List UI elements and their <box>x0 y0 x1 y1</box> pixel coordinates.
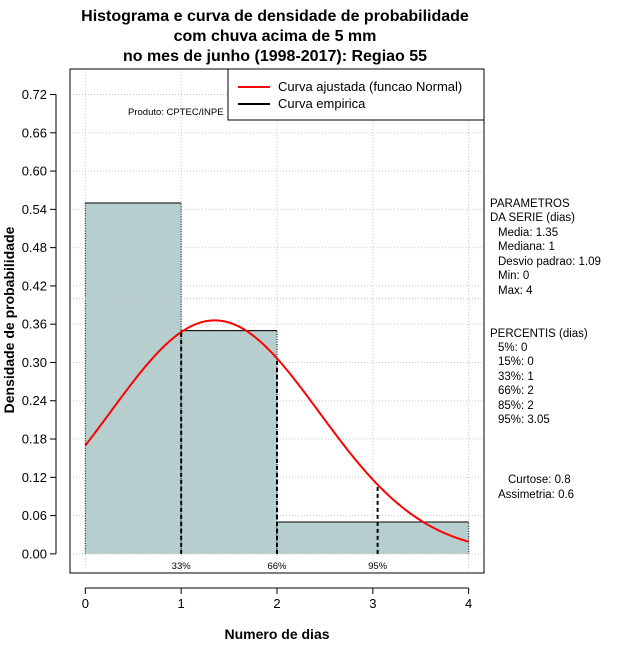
param-sd: Desvio padrao: 1.09 <box>498 256 601 268</box>
percentil-33: 33%: 1 <box>498 371 534 383</box>
y-tick-label-12: 0.72 <box>22 87 47 102</box>
skewness: Assimetria: 0.6 <box>498 489 574 501</box>
statistics-panel: PARAMETROS DA SERIE (dias) Media: 1.35 M… <box>490 198 601 501</box>
reference-line <box>70 298 484 555</box>
x-axis-title: Numero de dias <box>224 626 329 642</box>
percentile-label-2: 95% <box>368 561 388 572</box>
percentil-66: 66%: 2 <box>498 385 534 397</box>
chart-title-line-3: no mes de junho (1998-2017): Regiao 55 <box>123 48 427 65</box>
x-tick-label-0: 0 <box>82 596 89 611</box>
fitted-normal-curve <box>84 319 469 543</box>
y-tick-label-4: 0.24 <box>22 393 47 408</box>
legend: Curva ajustada (funcao Normal) Curva emp… <box>227 68 485 121</box>
y-tick-label-10: 0.60 <box>22 164 47 179</box>
axes: 0 1 2 3 4 0.00 0.06 0.12 0.18 0.24 0.30 0.36 0.42 0.4… <box>22 87 473 611</box>
percentile-markers: 33% 66% 95% <box>172 332 388 572</box>
kurtosis: Curtose: 0.8 <box>508 474 571 486</box>
bar-0 <box>85 202 182 554</box>
legend-label-fitted: Curva ajustada (funcao Normal) <box>278 79 462 94</box>
y-tick-label-3: 0.18 <box>22 432 47 447</box>
param-max: Max: 4 <box>498 285 533 297</box>
y-axis-title: Densidade de probabilidade <box>1 226 17 413</box>
bar-1 <box>181 330 277 554</box>
y-tick-label-8: 0.48 <box>22 240 47 255</box>
bar-outline-0 <box>84 202 182 554</box>
x-tick-label-2: 2 <box>273 596 280 611</box>
percentil-15: 15%: 0 <box>498 356 534 368</box>
bar-outline-1 <box>180 330 278 554</box>
y-tick-label-11: 0.66 <box>22 125 47 140</box>
legend-box <box>227 68 485 121</box>
param-min: Min: 0 <box>498 270 529 282</box>
y-tick-label-9: 0.54 <box>22 202 47 217</box>
histogram-bars <box>84 202 470 554</box>
x-tick-label-3: 3 <box>369 596 376 611</box>
y-tick-label-6: 0.36 <box>22 317 47 332</box>
percentile-label-0: 33% <box>172 561 192 572</box>
x-tick-label-4: 4 <box>465 596 472 611</box>
y-tick-label-5: 0.30 <box>22 355 47 370</box>
chart-title-line-2: com chuva acima de 5 mm <box>174 28 377 45</box>
legend-label-empirical: Curva empirica <box>278 96 366 111</box>
param-median: Mediana: 1 <box>498 241 555 253</box>
fitted-curve <box>84 319 469 543</box>
percentile-label-1: 66% <box>267 561 287 572</box>
percentis-heading: PERCENTIS (dias) <box>490 328 588 340</box>
chart-title-line-1: Histograma e curva de densidade de proba… <box>81 8 469 25</box>
y-tick-label-1: 0.06 <box>22 508 47 523</box>
percentil-95: 95%: 3.05 <box>498 414 550 426</box>
product-annotation: Produto: CPTEC/INPE <box>128 107 224 118</box>
params-heading-1: PARAMETROS <box>490 198 570 210</box>
percentil-85: 85%: 2 <box>498 400 534 412</box>
bar-2 <box>277 521 469 554</box>
y-tick-label-0: 0.00 <box>22 546 47 561</box>
x-tick-label-1: 1 <box>178 596 185 611</box>
percentil-5: 5%: 0 <box>498 342 527 354</box>
y-tick-label-2: 0.12 <box>22 470 47 485</box>
y-tick-label-7: 0.42 <box>22 278 47 293</box>
param-mean: Media: 1.35 <box>498 227 558 239</box>
params-heading-2: DA SERIE (dias) <box>490 212 575 224</box>
